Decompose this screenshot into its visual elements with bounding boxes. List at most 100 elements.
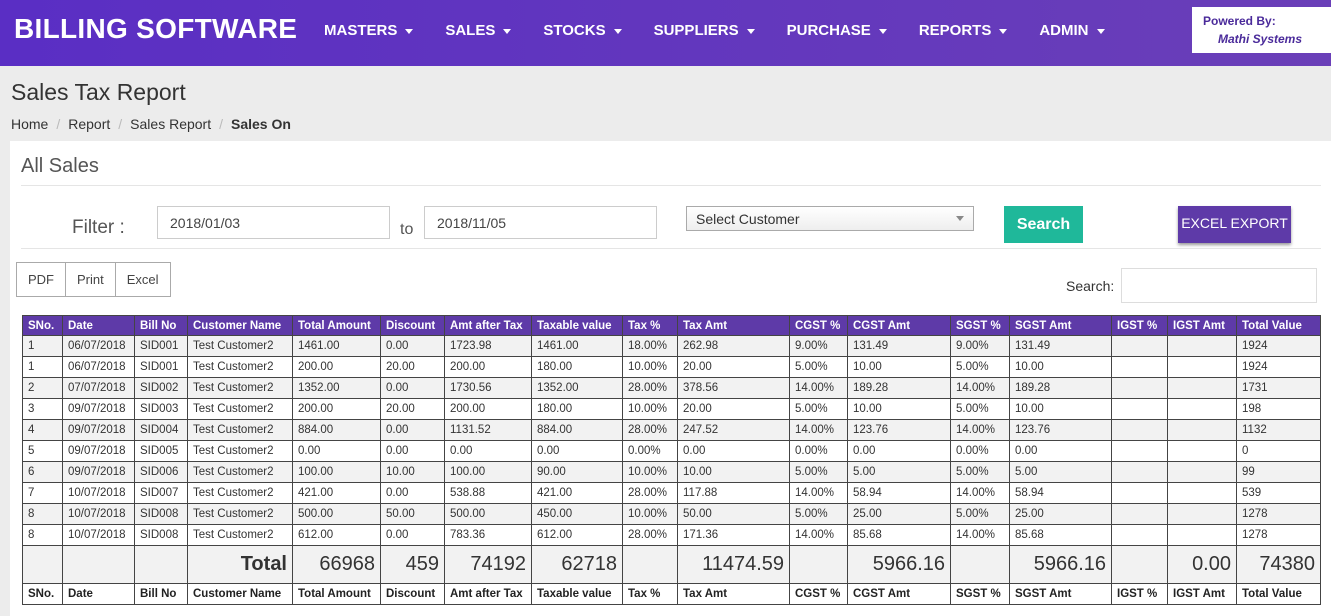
column-header[interactable]: Tax Amt — [678, 316, 790, 336]
column-footer: Total Amount — [293, 584, 381, 605]
cell: 0.00 — [445, 441, 532, 462]
column-footer: CGST Amt — [848, 584, 951, 605]
total-cell — [951, 546, 1010, 584]
cell: 5.00 — [1010, 462, 1112, 483]
column-header[interactable]: CGST Amt — [848, 316, 951, 336]
cell — [1112, 420, 1168, 441]
cell: 20.00 — [381, 357, 445, 378]
cell: 0.00 — [678, 441, 790, 462]
cell: 612.00 — [293, 525, 381, 546]
customer-select[interactable]: Select Customer — [686, 206, 974, 231]
column-header[interactable]: SGST Amt — [1010, 316, 1112, 336]
table-row: 710/07/2018SID007Test Customer2421.000.0… — [23, 483, 1321, 504]
cell: 5.00% — [790, 399, 848, 420]
cell: 5.00% — [951, 504, 1010, 525]
total-cell: 66968 — [293, 546, 381, 584]
column-header[interactable]: SNo. — [23, 316, 63, 336]
search-button[interactable]: Search — [1004, 206, 1083, 243]
cell — [1112, 399, 1168, 420]
table-row: 106/07/2018SID001Test Customer2200.0020.… — [23, 357, 1321, 378]
cell: 0.00 — [381, 483, 445, 504]
column-footer: Discount — [381, 584, 445, 605]
cell — [1112, 336, 1168, 357]
cell: 5.00 — [848, 462, 951, 483]
menu-item[interactable]: SALES — [445, 22, 511, 39]
cell: 20.00 — [381, 399, 445, 420]
table-row: 810/07/2018SID008Test Customer2500.0050.… — [23, 504, 1321, 525]
cell — [1112, 441, 1168, 462]
column-footer: Total Value — [1237, 584, 1321, 605]
total-cell: 74192 — [445, 546, 532, 584]
total-cell: 11474.59 — [678, 546, 790, 584]
total-cell — [790, 546, 848, 584]
brand[interactable]: BILLING SOFTWARE — [14, 13, 297, 45]
column-header[interactable]: Date — [63, 316, 135, 336]
cell — [1112, 378, 1168, 399]
cell: 2 — [23, 378, 63, 399]
column-header[interactable]: Amt after Tax — [445, 316, 532, 336]
cell: 0.00 — [381, 336, 445, 357]
column-footer: Taxable value — [532, 584, 623, 605]
to-date[interactable]: 2018/11/05 — [424, 206, 657, 239]
cell: 85.68 — [848, 525, 951, 546]
cell — [1168, 525, 1237, 546]
divider — [21, 248, 1321, 249]
column-header[interactable]: CGST % — [790, 316, 848, 336]
export-button[interactable]: EXCEL EXPORT — [1178, 206, 1291, 243]
cell: 06/07/2018 — [63, 357, 135, 378]
cell: 189.28 — [1010, 378, 1112, 399]
crumb[interactable]: Report — [68, 116, 110, 132]
menu-item[interactable]: SUPPLIERS — [654, 22, 755, 39]
column-footer: CGST % — [790, 584, 848, 605]
cell: Test Customer2 — [188, 336, 293, 357]
column-header[interactable]: SGST % — [951, 316, 1010, 336]
tool-button[interactable]: Print — [65, 262, 116, 297]
crumb[interactable]: Home — [11, 116, 48, 132]
menu-item[interactable]: PURCHASE — [787, 22, 887, 39]
cell: 1 — [23, 336, 63, 357]
column-header[interactable]: IGST % — [1112, 316, 1168, 336]
column-header[interactable]: Taxable value — [532, 316, 623, 336]
cell: Test Customer2 — [188, 378, 293, 399]
cell: 25.00 — [848, 504, 951, 525]
menu-item[interactable]: MASTERS — [324, 22, 413, 39]
tool-button[interactable]: Excel — [115, 262, 171, 297]
cell: 99 — [1237, 462, 1321, 483]
column-header[interactable]: Customer Name — [188, 316, 293, 336]
cell: Test Customer2 — [188, 483, 293, 504]
cell: 1 — [23, 357, 63, 378]
cell: 0.00 — [381, 420, 445, 441]
column-header[interactable]: Tax % — [623, 316, 678, 336]
cell: 1461.00 — [532, 336, 623, 357]
menu-item[interactable]: STOCKS — [543, 22, 621, 39]
cell: 123.76 — [848, 420, 951, 441]
cell: 500.00 — [293, 504, 381, 525]
cell: 0.00 — [532, 441, 623, 462]
cell — [1112, 504, 1168, 525]
cell: SID007 — [135, 483, 188, 504]
cell: 09/07/2018 — [63, 441, 135, 462]
cell: 85.68 — [1010, 525, 1112, 546]
table-row: 309/07/2018SID003Test Customer2200.0020.… — [23, 399, 1321, 420]
menu-item[interactable]: REPORTS — [919, 22, 1008, 39]
column-header[interactable]: Discount — [381, 316, 445, 336]
cell: 5.00% — [790, 357, 848, 378]
column-footer: Tax Amt — [678, 584, 790, 605]
tool-button[interactable]: PDF — [16, 262, 66, 297]
cell: SID008 — [135, 525, 188, 546]
cell: 1924 — [1237, 336, 1321, 357]
search-input[interactable] — [1121, 268, 1317, 303]
menu-item[interactable]: ADMIN — [1039, 22, 1104, 39]
from-date[interactable]: 2018/01/03 — [157, 206, 390, 239]
total-row: Total66968459741926271811474.595966.1659… — [23, 546, 1321, 584]
column-header[interactable]: Total Value — [1237, 316, 1321, 336]
column-header[interactable]: Bill No — [135, 316, 188, 336]
cell: 783.36 — [445, 525, 532, 546]
crumb[interactable]: Sales Report — [130, 116, 211, 132]
column-header[interactable]: IGST Amt — [1168, 316, 1237, 336]
separator: / — [219, 116, 223, 132]
column-header[interactable]: Total Amount — [293, 316, 381, 336]
cell: Test Customer2 — [188, 525, 293, 546]
company[interactable]: Mathi Systems — [1218, 32, 1302, 46]
table-row: 509/07/2018SID005Test Customer20.000.000… — [23, 441, 1321, 462]
